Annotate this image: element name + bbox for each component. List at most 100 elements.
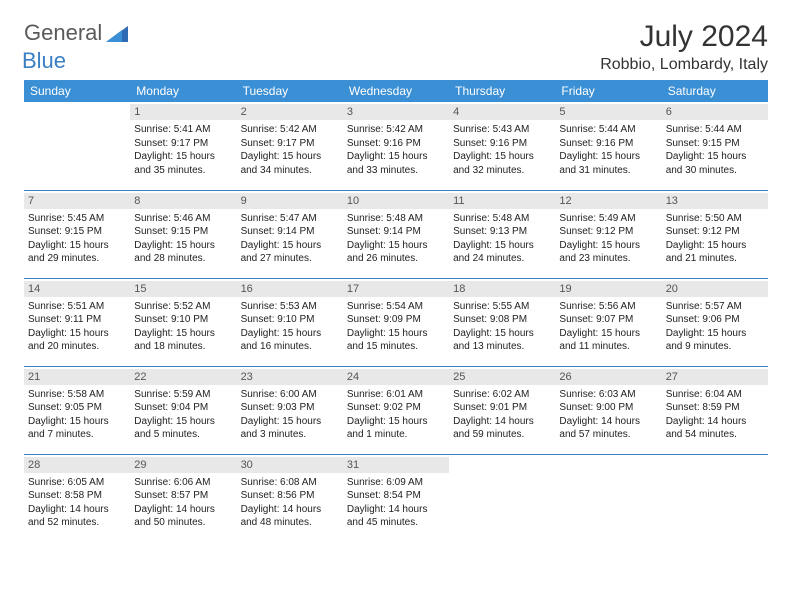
sunrise-text: Sunrise: 5:42 AM <box>347 123 445 137</box>
daylight-text: and 9 minutes. <box>666 340 764 354</box>
weekday-header: Thursday <box>449 80 555 102</box>
sunset-text: Sunset: 9:13 PM <box>453 225 551 239</box>
sunrise-text: Sunrise: 6:06 AM <box>134 476 232 490</box>
calendar-day-cell: 22Sunrise: 5:59 AMSunset: 9:04 PMDayligh… <box>130 366 236 454</box>
sunrise-text: Sunrise: 6:01 AM <box>347 388 445 402</box>
sunrise-text: Sunrise: 5:46 AM <box>134 212 232 226</box>
sunrise-text: Sunrise: 5:57 AM <box>666 300 764 314</box>
daylight-text: and 31 minutes. <box>559 164 657 178</box>
daylight-text: and 27 minutes. <box>241 252 339 266</box>
day-number: 26 <box>555 369 661 385</box>
daylight-text: Daylight: 15 hours <box>347 150 445 164</box>
weekday-header: Wednesday <box>343 80 449 102</box>
calendar-day-cell: 2Sunrise: 5:42 AMSunset: 9:17 PMDaylight… <box>237 102 343 190</box>
calendar-day-cell: 30Sunrise: 6:08 AMSunset: 8:56 PMDayligh… <box>237 454 343 542</box>
daylight-text: and 23 minutes. <box>559 252 657 266</box>
day-number: 27 <box>662 369 768 385</box>
weekday-header: Tuesday <box>237 80 343 102</box>
sunset-text: Sunset: 9:17 PM <box>134 137 232 151</box>
day-number: 1 <box>130 104 236 120</box>
day-number: 15 <box>130 281 236 297</box>
calendar-day-cell: 16Sunrise: 5:53 AMSunset: 9:10 PMDayligh… <box>237 278 343 366</box>
daylight-text: Daylight: 14 hours <box>28 503 126 517</box>
sunrise-text: Sunrise: 6:09 AM <box>347 476 445 490</box>
day-number: 10 <box>343 193 449 209</box>
sunrise-text: Sunrise: 5:45 AM <box>28 212 126 226</box>
daylight-text: Daylight: 15 hours <box>241 327 339 341</box>
sunset-text: Sunset: 9:09 PM <box>347 313 445 327</box>
sunrise-text: Sunrise: 6:03 AM <box>559 388 657 402</box>
logo-text-general: General <box>24 20 102 46</box>
daylight-text: and 7 minutes. <box>28 428 126 442</box>
calendar-day-cell: 6Sunrise: 5:44 AMSunset: 9:15 PMDaylight… <box>662 102 768 190</box>
day-number: 13 <box>662 193 768 209</box>
calendar-week-row: 7Sunrise: 5:45 AMSunset: 9:15 PMDaylight… <box>24 190 768 278</box>
daylight-text: and 5 minutes. <box>134 428 232 442</box>
logo-triangle-icon <box>106 24 128 42</box>
calendar-day-cell: 18Sunrise: 5:55 AMSunset: 9:08 PMDayligh… <box>449 278 555 366</box>
daylight-text: and 21 minutes. <box>666 252 764 266</box>
sunrise-text: Sunrise: 5:59 AM <box>134 388 232 402</box>
calendar-day-cell: 27Sunrise: 6:04 AMSunset: 8:59 PMDayligh… <box>662 366 768 454</box>
sunset-text: Sunset: 9:14 PM <box>347 225 445 239</box>
daylight-text: and 26 minutes. <box>347 252 445 266</box>
sunrise-text: Sunrise: 5:48 AM <box>347 212 445 226</box>
sunset-text: Sunset: 9:07 PM <box>559 313 657 327</box>
sunrise-text: Sunrise: 5:51 AM <box>28 300 126 314</box>
day-number: 30 <box>237 457 343 473</box>
calendar-day-cell: 17Sunrise: 5:54 AMSunset: 9:09 PMDayligh… <box>343 278 449 366</box>
daylight-text: Daylight: 15 hours <box>666 150 764 164</box>
day-number: 2 <box>237 104 343 120</box>
daylight-text: Daylight: 15 hours <box>241 415 339 429</box>
day-number: 7 <box>24 193 130 209</box>
daylight-text: and 20 minutes. <box>28 340 126 354</box>
daylight-text: and 50 minutes. <box>134 516 232 530</box>
sunrise-text: Sunrise: 5:53 AM <box>241 300 339 314</box>
calendar-day-cell: 20Sunrise: 5:57 AMSunset: 9:06 PMDayligh… <box>662 278 768 366</box>
day-number: 22 <box>130 369 236 385</box>
month-title: July 2024 <box>600 20 768 54</box>
daylight-text: and 18 minutes. <box>134 340 232 354</box>
daylight-text: Daylight: 14 hours <box>134 503 232 517</box>
sunrise-text: Sunrise: 5:47 AM <box>241 212 339 226</box>
daylight-text: Daylight: 15 hours <box>347 415 445 429</box>
sunset-text: Sunset: 8:59 PM <box>666 401 764 415</box>
daylight-text: Daylight: 15 hours <box>28 415 126 429</box>
daylight-text: Daylight: 15 hours <box>347 327 445 341</box>
daylight-text: Daylight: 15 hours <box>347 239 445 253</box>
day-number: 12 <box>555 193 661 209</box>
calendar-day-cell: 26Sunrise: 6:03 AMSunset: 9:00 PMDayligh… <box>555 366 661 454</box>
logo: General <box>24 20 130 46</box>
daylight-text: Daylight: 15 hours <box>134 239 232 253</box>
daylight-text: Daylight: 14 hours <box>666 415 764 429</box>
sunrise-text: Sunrise: 5:44 AM <box>666 123 764 137</box>
sunset-text: Sunset: 9:04 PM <box>134 401 232 415</box>
weekday-header: Saturday <box>662 80 768 102</box>
day-number: 24 <box>343 369 449 385</box>
daylight-text: Daylight: 15 hours <box>134 327 232 341</box>
calendar-day-cell: 3Sunrise: 5:42 AMSunset: 9:16 PMDaylight… <box>343 102 449 190</box>
calendar-day-cell: 9Sunrise: 5:47 AMSunset: 9:14 PMDaylight… <box>237 190 343 278</box>
calendar-day-cell: 21Sunrise: 5:58 AMSunset: 9:05 PMDayligh… <box>24 366 130 454</box>
sunrise-text: Sunrise: 5:54 AM <box>347 300 445 314</box>
day-number: 23 <box>237 369 343 385</box>
daylight-text: Daylight: 15 hours <box>453 327 551 341</box>
calendar-table: Sunday Monday Tuesday Wednesday Thursday… <box>24 80 768 542</box>
daylight-text: and 45 minutes. <box>347 516 445 530</box>
calendar-day-cell <box>662 454 768 542</box>
sunrise-text: Sunrise: 6:02 AM <box>453 388 551 402</box>
day-number: 5 <box>555 104 661 120</box>
day-number: 8 <box>130 193 236 209</box>
calendar-day-cell: 13Sunrise: 5:50 AMSunset: 9:12 PMDayligh… <box>662 190 768 278</box>
daylight-text: and 29 minutes. <box>28 252 126 266</box>
daylight-text: and 3 minutes. <box>241 428 339 442</box>
sunrise-text: Sunrise: 5:56 AM <box>559 300 657 314</box>
sunset-text: Sunset: 9:12 PM <box>559 225 657 239</box>
calendar-day-cell: 7Sunrise: 5:45 AMSunset: 9:15 PMDaylight… <box>24 190 130 278</box>
calendar-day-cell: 8Sunrise: 5:46 AMSunset: 9:15 PMDaylight… <box>130 190 236 278</box>
sunset-text: Sunset: 9:14 PM <box>241 225 339 239</box>
calendar-day-cell <box>449 454 555 542</box>
calendar-day-cell <box>24 102 130 190</box>
logo-text-blue: Blue <box>22 48 66 73</box>
daylight-text: Daylight: 15 hours <box>134 150 232 164</box>
